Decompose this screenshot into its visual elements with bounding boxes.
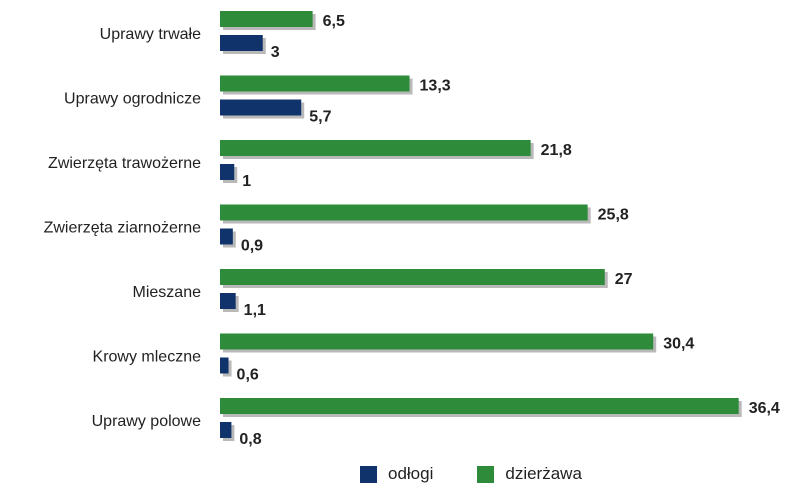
data-label-odlogi-zwierzeta-trawozerne: 1	[242, 173, 251, 190]
data-label-dzierzawa-uprawy-ogrodnicze: 13,3	[420, 78, 451, 95]
data-label-odlogi-krowy-mleczne: 0,6	[237, 367, 259, 384]
bar-dzierzawa-zwierzeta-trawozerne	[220, 140, 531, 156]
category-label-zwierzeta-ziarnozerne: Zwierzęta ziarnożerne	[44, 220, 202, 237]
data-label-odlogi-uprawy-ogrodnicze: 5,7	[309, 109, 331, 126]
category-label-uprawy-polowe: Uprawy polowe	[92, 413, 201, 430]
bar-odlogi-krowy-mleczne	[220, 357, 229, 374]
data-label-odlogi-uprawy-trwale: 3	[271, 44, 280, 61]
legend-label-dzierzawa: dzierżawa	[505, 464, 582, 483]
data-label-odlogi-mieszane: 1,1	[244, 302, 266, 319]
bar-odlogi-mieszane	[220, 293, 236, 309]
data-label-dzierzawa-uprawy-trwale: 6,5	[323, 13, 345, 30]
data-label-odlogi-zwierzeta-ziarnozerne: 0,9	[241, 238, 263, 255]
legend-label-odlogi: odłogi	[388, 464, 434, 483]
legend-item-odlogi: odłogi	[360, 464, 433, 484]
bar-dzierzawa-krowy-mleczne	[220, 333, 654, 350]
category-label-zwierzeta-trawozerne: Zwierzęta trawożerne	[48, 155, 201, 172]
category-label-uprawy-trwale: Uprawy trwałe	[100, 26, 201, 43]
data-label-dzierzawa-krowy-mleczne: 30,4	[663, 336, 694, 353]
data-label-odlogi-uprawy-polowe: 0,8	[239, 431, 261, 448]
legend: odłogi dzierżawa	[360, 462, 626, 486]
legend-item-dzierzawa: dzierżawa	[477, 464, 582, 484]
category-label-uprawy-ogrodnicze: Uprawy ogrodnicze	[64, 91, 201, 108]
legend-swatch-odlogi	[360, 465, 377, 483]
bar-odlogi-zwierzeta-ziarnozerne	[220, 228, 233, 245]
bar-dzierzawa-uprawy-trwale	[220, 11, 313, 27]
bar-dzierzawa-mieszane	[220, 269, 605, 285]
category-label-mieszane: Mieszane	[133, 284, 202, 301]
category-label-krowy-mleczne: Krowy mleczne	[93, 349, 202, 366]
bar-dzierzawa-uprawy-ogrodnicze	[220, 75, 410, 92]
bar-chart: Uprawy trwałe 6,5 3 Uprawy ogrodnicze 13,3 5,…	[44, 11, 780, 448]
bar-dzierzawa-zwierzeta-ziarnozerne	[220, 204, 588, 221]
legend-swatch-dzierzawa	[477, 465, 495, 483]
data-label-dzierzawa-zwierzeta-trawozerne: 21,8	[541, 142, 572, 159]
data-label-dzierzawa-mieszane: 27	[615, 271, 633, 288]
bar-odlogi-uprawy-trwale	[220, 35, 263, 51]
data-label-dzierzawa-uprawy-polowe: 36,4	[749, 400, 780, 417]
bar-odlogi-uprawy-ogrodnicze	[220, 99, 302, 116]
bar-dzierzawa-uprawy-polowe	[220, 398, 739, 414]
data-label-dzierzawa-zwierzeta-ziarnozerne: 25,8	[598, 207, 629, 224]
bar-odlogi-uprawy-polowe	[220, 422, 232, 438]
bar-odlogi-zwierzeta-trawozerne	[220, 164, 235, 180]
